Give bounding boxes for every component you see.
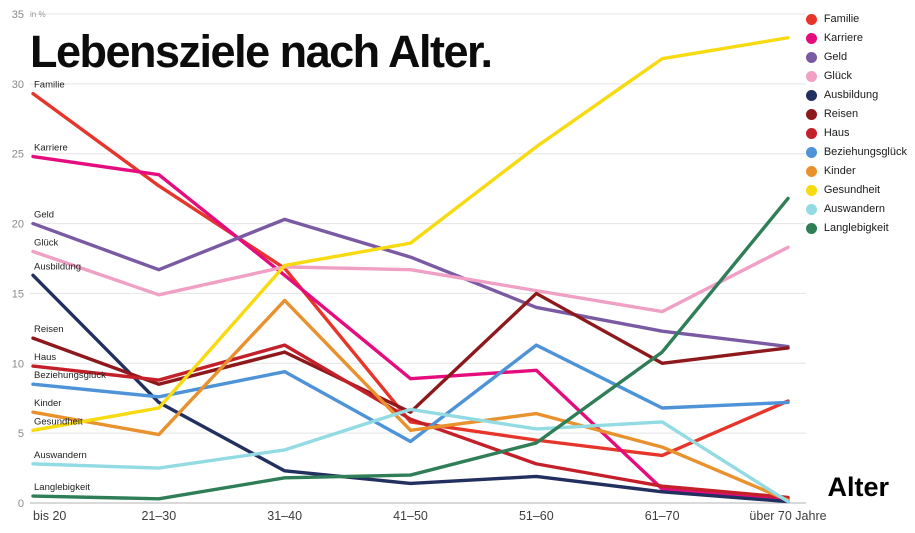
series-start-label-gluck: Glück [34,238,59,249]
y-tick-label-30: 30 [12,79,24,91]
legend-item-langlebigkeit: Langlebigkeit [805,222,907,234]
legend-item-label: Gesundheit [823,184,881,196]
series-line-geld [31,217,790,349]
series-line-familie [31,91,790,458]
y-tick-label-35: 35 [12,9,24,21]
legend-item-haus: Haus [805,127,907,139]
x-tick-label-21-30: 21–30 [141,509,176,523]
legend-item-label: Reisen [823,108,859,120]
series-start-label-geld: Geld [34,210,54,221]
legend-item-label: Karriere [823,32,863,44]
legend-dot-icon [805,13,817,25]
legend-item-ausbildung: Ausbildung [805,89,907,101]
legend-item-karriere: Karriere [805,32,907,44]
y-tick-label-20: 20 [12,219,24,231]
legend-dot-icon [805,165,817,177]
legend-item-gesundheit: Gesundheit [805,184,907,196]
legend-item-beziehungsgluck: Beziehungsglück [805,146,907,158]
legend-item-label: Familie [823,13,860,25]
x-tick-label-31-40: 31–40 [267,509,302,523]
legend-dot-icon [805,89,817,101]
x-axis-title: Alter [827,472,889,502]
legend-item-geld: Geld [805,51,907,63]
series-start-label-haus: Haus [34,352,56,363]
legend-item-gluck: Glück [805,70,907,82]
y-tick-label-15: 15 [12,288,24,300]
legend-dot-icon [805,51,817,63]
y-tick-label-25: 25 [12,149,24,161]
series-line-langlebigkeit [31,196,790,501]
x-tick-label-51-60: 51–60 [519,509,554,523]
series-line-haus [31,343,790,500]
legend-item-familie: Familie [805,13,907,25]
legend-dot-icon [805,32,817,44]
legend-dot-icon [805,184,817,196]
legend-item-kinder: Kinder [805,165,907,177]
legend-item-label: Auswandern [823,203,885,215]
chart-title: Lebensziele nach Alter. [30,26,493,77]
legend-item-auswandern: Auswandern [805,203,907,215]
series-start-label-ausbildung: Ausbildung [34,261,81,272]
series-start-label-familie: Familie [34,80,65,91]
series-line-auswandern [31,407,790,504]
legend-item-label: Beziehungsglück [823,146,907,158]
series-start-label-kinder: Kinder [34,398,61,409]
legend-dot-icon [805,203,817,215]
legend-dot-icon [805,70,817,82]
legend-item-label: Kinder [823,165,856,177]
legend-dot-icon [805,127,817,139]
y-tick-label-10: 10 [12,358,24,370]
x-tick-label-bis-20: bis 20 [33,509,66,523]
x-tick-label-uber-70-jahre: über 70 Jahre [749,509,826,523]
series-line-karriere [31,154,790,501]
series-line-gesundheit [31,36,790,433]
x-tick-label-41-50: 41–50 [393,509,428,523]
series-start-label-reisen: Reisen [34,324,64,335]
series-start-label-beziehungsgluck: Beziehungsglück [34,370,106,381]
legend-item-label: Langlebigkeit [823,222,889,234]
series-line-kinder [31,298,790,502]
legend-item-label: Ausbildung [823,89,879,101]
legend-dot-icon [805,108,817,120]
y-tick-label-0: 0 [18,498,24,510]
legend-item-label: Glück [823,70,852,82]
legend-item-reisen: Reisen [805,108,907,120]
legend-dot-icon [805,222,817,234]
series-line-beziehungsgluck [31,343,790,444]
legend-dot-icon [805,146,817,158]
y-tick-label-5: 5 [18,428,24,440]
legend-item-label: Geld [823,51,848,63]
series-start-label-langlebigkeit: Langlebigkeit [34,482,90,493]
series-start-label-gesundheit: Gesundheit [34,416,83,427]
series-line-ausbildung [31,273,790,504]
y-axis-unit-label: in % [30,10,46,19]
series-start-label-karriere: Karriere [34,143,68,154]
series-line-reisen [31,291,790,414]
series-start-label-auswandern: Auswandern [34,450,87,461]
legend: Familie Karriere Geld Glück Ausbildung Reisen… [805,13,907,234]
legend-item-label: Haus [823,127,850,139]
x-tick-label-61-70: 61–70 [645,509,680,523]
series-line-gluck [31,245,790,314]
